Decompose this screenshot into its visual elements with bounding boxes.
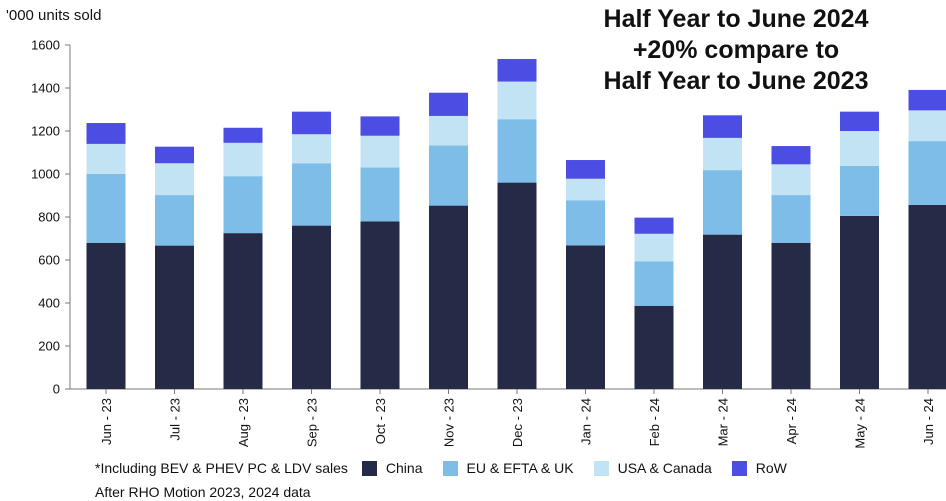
bar-segment-usa-canada-9 bbox=[703, 137, 742, 171]
y-tick-label: 200 bbox=[38, 339, 60, 354]
bar-segment-eu-efta-uk-9 bbox=[703, 170, 742, 235]
bar-segment-eu-efta-uk-6 bbox=[497, 119, 537, 183]
bar-segment-eu-efta-uk-8 bbox=[634, 261, 674, 306]
legend-swatch-usa-canada bbox=[593, 460, 609, 476]
bar-segment-usa-canada-11 bbox=[840, 131, 879, 166]
y-tick-label: 1400 bbox=[31, 81, 60, 96]
bar-segment-usa-canada-6 bbox=[497, 81, 537, 120]
chart-title-line-2: +20% compare to bbox=[632, 36, 840, 64]
legend-label-china: China bbox=[385, 460, 423, 476]
bar-segment-row-2 bbox=[223, 127, 263, 143]
bar-segment-china-7 bbox=[566, 245, 605, 389]
x-tick-label: Jun - 23 bbox=[99, 398, 114, 445]
y-tick-label: 0 bbox=[53, 382, 60, 397]
y-tick-label: 1600 bbox=[31, 38, 60, 53]
x-tick-label: Feb - 24 bbox=[647, 398, 662, 446]
bar-segment-row-11 bbox=[840, 111, 879, 131]
bar-segment-usa-canada-4 bbox=[360, 135, 400, 168]
bar-segment-china-12 bbox=[908, 204, 946, 389]
y-tick-label: 800 bbox=[38, 210, 60, 225]
x-tick-label: Oct - 23 bbox=[373, 398, 388, 444]
x-tick-label: Mar - 24 bbox=[716, 398, 731, 446]
legend-item-china: China bbox=[361, 460, 423, 476]
x-tick-label: Jun - 24 bbox=[921, 398, 936, 445]
legend-swatch-row bbox=[731, 460, 747, 476]
bar-segment-china-9 bbox=[703, 234, 742, 389]
legend-swatch-china bbox=[361, 460, 377, 476]
bar-segment-usa-canada-1 bbox=[155, 163, 194, 196]
bar-segment-china-10 bbox=[771, 242, 811, 389]
bar-segment-row-5 bbox=[429, 92, 468, 116]
bar-segment-eu-efta-uk-10 bbox=[771, 195, 811, 243]
bar-segment-eu-efta-uk-3 bbox=[292, 163, 331, 226]
legend-item-usa-canada: USA & Canada bbox=[593, 460, 712, 476]
bar-segment-china-6 bbox=[497, 182, 537, 389]
bar-segment-usa-canada-2 bbox=[223, 142, 263, 177]
y-tick-label: 1000 bbox=[31, 167, 60, 182]
bar-segment-eu-efta-uk-4 bbox=[360, 167, 400, 222]
chart-title: Half Year to June 2024 +20% compare to H… bbox=[560, 4, 912, 97]
bar-segment-china-11 bbox=[840, 215, 879, 389]
y-tick-label: 400 bbox=[38, 296, 60, 311]
x-tick-label: Sep - 23 bbox=[305, 398, 320, 447]
bar-segment-usa-canada-0 bbox=[86, 143, 126, 174]
legend-swatch-eu-efta-uk bbox=[442, 460, 458, 476]
x-tick-label: May - 24 bbox=[853, 398, 868, 449]
bar-segment-usa-canada-3 bbox=[292, 134, 331, 164]
bar-segment-eu-efta-uk-2 bbox=[223, 176, 263, 234]
x-tick-label: Jan - 24 bbox=[579, 398, 594, 445]
bar-segment-row-9 bbox=[703, 115, 742, 138]
bar-segment-row-10 bbox=[771, 146, 811, 165]
legend-item-row: RoW bbox=[731, 460, 787, 476]
bar-segment-china-1 bbox=[155, 245, 194, 389]
bar-segment-china-8 bbox=[634, 305, 674, 389]
bar-segment-row-3 bbox=[292, 111, 331, 135]
y-axis-label: '000 units sold bbox=[6, 7, 102, 24]
bar-segment-eu-efta-uk-12 bbox=[908, 141, 946, 205]
chart-legend: *Including BEV & PHEV PC & LDV sales Chi… bbox=[95, 460, 807, 476]
chart-title-line-3: Half Year to June 2023 bbox=[603, 67, 869, 95]
bar-segment-usa-canada-8 bbox=[634, 233, 674, 262]
bar-segment-row-6 bbox=[497, 58, 537, 82]
bar-segment-eu-efta-uk-1 bbox=[155, 195, 194, 246]
chart-title-line-1: Half Year to June 2024 bbox=[603, 5, 869, 33]
bar-segment-eu-efta-uk-7 bbox=[566, 200, 605, 246]
bar-segment-china-0 bbox=[86, 242, 126, 389]
bar-segment-china-5 bbox=[429, 205, 468, 389]
bar-segment-row-4 bbox=[360, 116, 400, 136]
bar-segment-eu-efta-uk-5 bbox=[429, 145, 468, 206]
x-tick-label: Apr - 24 bbox=[784, 398, 799, 444]
y-tick-label: 1200 bbox=[31, 124, 60, 139]
bar-segment-china-4 bbox=[360, 221, 400, 389]
x-tick-label: Nov - 23 bbox=[442, 398, 457, 447]
bar-segment-row-8 bbox=[634, 217, 674, 234]
bar-segment-china-3 bbox=[292, 225, 331, 389]
legend-label-usa-canada: USA & Canada bbox=[617, 460, 712, 476]
bar-segment-row-7 bbox=[566, 160, 605, 179]
y-tick-label: 600 bbox=[38, 253, 60, 268]
legend-item-eu-efta-uk: EU & EFTA & UK bbox=[442, 460, 574, 476]
bar-segment-row-1 bbox=[155, 146, 194, 164]
bar-segment-usa-canada-12 bbox=[908, 110, 946, 142]
bar-segment-row-0 bbox=[86, 123, 126, 144]
source-note: After RHO Motion 2023, 2024 data bbox=[95, 484, 311, 500]
bar-segment-row-12 bbox=[908, 89, 946, 111]
x-tick-label: Dec - 23 bbox=[510, 398, 525, 447]
bar-segment-eu-efta-uk-0 bbox=[86, 174, 126, 243]
legend-label-eu-efta-uk: EU & EFTA & UK bbox=[466, 460, 574, 476]
stacked-bar-chart: 0 200 400 600 800 1000 1200 1400 1600 Jun - 23 Jul… bbox=[31, 38, 946, 449]
bar-segment-eu-efta-uk-11 bbox=[840, 165, 879, 216]
bar-segment-usa-canada-10 bbox=[771, 164, 811, 196]
bar-segment-usa-canada-5 bbox=[429, 115, 468, 146]
x-tick-label: Aug - 23 bbox=[236, 398, 251, 447]
legend-label-row: RoW bbox=[755, 460, 787, 476]
bar-segment-usa-canada-7 bbox=[566, 178, 605, 201]
bar-segment-china-2 bbox=[223, 233, 263, 389]
legend-footnote: *Including BEV & PHEV PC & LDV sales bbox=[95, 460, 348, 476]
x-tick-label: Jul - 23 bbox=[168, 398, 183, 441]
